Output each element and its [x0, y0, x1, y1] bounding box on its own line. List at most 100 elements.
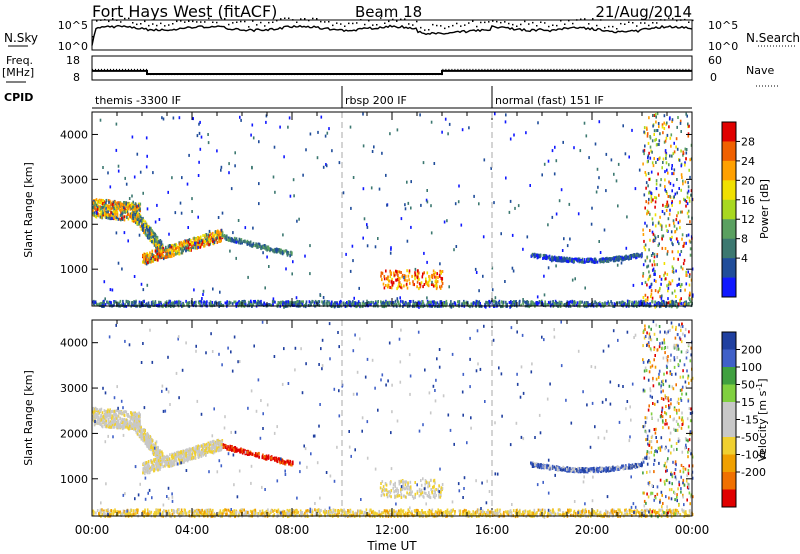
- scatter-cell: [414, 277, 416, 281]
- scatter-cell: [621, 303, 623, 307]
- scatter-cell: [664, 185, 666, 189]
- scatter-cell: [654, 113, 657, 117]
- scatter-cell: [284, 249, 287, 253]
- scatter-cell: [130, 422, 132, 425]
- scatter-cell: [564, 258, 566, 262]
- scatter-cell: [394, 273, 396, 277]
- scatter-cell: [130, 206, 132, 210]
- scatter-cell: [146, 154, 148, 158]
- scatter-cell: [553, 172, 556, 176]
- scatter-cell: [522, 302, 524, 306]
- scatter-cell: [208, 243, 210, 247]
- noise-search-dot: [672, 17, 674, 20]
- scatter-cell: [366, 223, 368, 227]
- scatter-cell: [212, 239, 214, 243]
- scatter-cell: [209, 242, 211, 246]
- scatter-cell: [358, 303, 361, 306]
- scatter-cell: [680, 302, 683, 306]
- scatter-cell: [671, 164, 673, 167]
- scatter-cell: [274, 190, 276, 194]
- scatter-cell: [687, 215, 690, 219]
- scatter-cell: [277, 248, 279, 252]
- scatter-cell: [565, 257, 567, 261]
- scatter-cell: [524, 300, 527, 304]
- scatter-cell: [676, 283, 678, 287]
- scatter-cell: [673, 257, 675, 261]
- scatter-cell: [608, 302, 611, 306]
- noise-search-dot: [208, 17, 210, 20]
- scatter-cell: [100, 418, 103, 422]
- scatter-cell: [281, 251, 284, 255]
- scatter-cell: [425, 198, 428, 202]
- scatter-cell: [383, 301, 385, 305]
- scatter-cell: [673, 221, 675, 225]
- scatter-cell: [205, 242, 208, 246]
- scatter-cell: [209, 238, 212, 242]
- scatter-cell: [646, 160, 649, 164]
- scatter-cell: [509, 199, 512, 203]
- scatter-cell: [648, 197, 650, 201]
- scatter-cell: [148, 441, 150, 445]
- scatter-cell: [682, 179, 684, 183]
- scatter-cell: [171, 250, 173, 253]
- scatter-cell: [317, 303, 320, 307]
- scatter-cell: [679, 210, 682, 214]
- scatter-cell: [655, 161, 657, 164]
- noise-search-dot: [620, 22, 622, 25]
- scatter-cell: [666, 200, 669, 204]
- scatter-cell: [95, 421, 98, 425]
- scatter-cell: [604, 301, 606, 305]
- scatter-cell: [435, 301, 438, 305]
- scatter-cell: [358, 286, 360, 290]
- scatter-cell: [309, 272, 311, 276]
- scatter-cell: [662, 161, 664, 164]
- scatter-cell: [139, 213, 142, 217]
- noise-search-dot: [180, 20, 182, 22]
- scatter-cell: [122, 418, 124, 422]
- scatter-cell: [393, 271, 395, 275]
- scatter-cell: [659, 215, 661, 219]
- scatter-cell: [688, 124, 690, 128]
- scatter-cell: [97, 415, 100, 419]
- scatter-cell: [555, 302, 558, 306]
- scatter-cell: [333, 305, 336, 309]
- scatter-cell: [399, 276, 401, 280]
- noise-search-dot: [224, 18, 226, 20]
- noise-search-dot: [520, 23, 522, 26]
- scatter-cell: [126, 424, 128, 428]
- scatter-cell: [150, 441, 152, 445]
- scatter-cell: [350, 206, 352, 210]
- scatter-cell: [198, 240, 201, 244]
- scatter-cell: [390, 246, 392, 250]
- scatter-cell: [301, 302, 303, 306]
- scatter-cell: [345, 302, 347, 305]
- noise-search-dot: [508, 22, 510, 25]
- scatter-cell: [150, 444, 153, 448]
- scatter-cell: [133, 207, 135, 211]
- scatter-cell: [92, 410, 95, 414]
- scatter-cell: [465, 300, 468, 304]
- scatter-cell: [381, 278, 383, 282]
- scatter-cell: [316, 156, 319, 160]
- scatter-cell: [146, 235, 149, 239]
- scatter-cell: [442, 301, 445, 305]
- scatter-cell: [543, 302, 546, 306]
- scatter-cell: [352, 300, 354, 304]
- scatter-cell: [346, 301, 348, 304]
- scatter-cell: [271, 248, 274, 252]
- scatter-cell: [683, 302, 686, 306]
- noise-search-dot: [528, 23, 530, 25]
- scatter-cell: [642, 296, 645, 299]
- scatter-cell: [139, 209, 141, 213]
- scatter-cell: [266, 255, 268, 259]
- scatter-cell: [139, 413, 141, 417]
- scatter-cell: [237, 240, 239, 244]
- scatter-cell: [290, 250, 292, 254]
- scatter-cell: [153, 258, 155, 262]
- scatter-cell: [587, 303, 590, 307]
- scatter-cell: [412, 299, 415, 303]
- scatter-cell: [230, 187, 233, 191]
- scatter-cell: [182, 302, 185, 306]
- scatter-cell: [635, 253, 637, 257]
- scatter-cell: [221, 211, 224, 215]
